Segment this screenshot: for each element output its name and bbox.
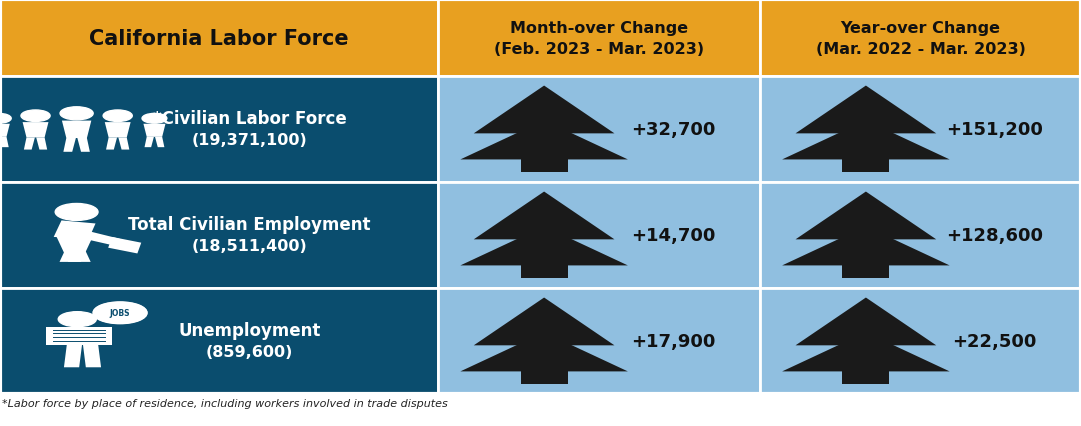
Text: +22,500: +22,500 <box>952 332 1037 350</box>
Polygon shape <box>59 237 93 262</box>
Polygon shape <box>118 138 130 150</box>
Polygon shape <box>461 227 628 266</box>
Polygon shape <box>145 138 154 148</box>
Text: Total Civilian Employment: Total Civilian Employment <box>129 216 371 234</box>
Polygon shape <box>144 124 165 138</box>
Text: +14,700: +14,700 <box>631 227 716 245</box>
Polygon shape <box>783 333 949 371</box>
Text: +32,700: +32,700 <box>631 121 716 139</box>
Polygon shape <box>521 371 568 385</box>
Polygon shape <box>842 160 890 173</box>
Text: (18,511,400): (18,511,400) <box>191 239 307 253</box>
Bar <box>760 183 1081 288</box>
Circle shape <box>0 114 11 124</box>
Bar <box>760 288 1081 394</box>
Polygon shape <box>521 266 568 279</box>
Polygon shape <box>783 227 949 266</box>
Polygon shape <box>64 139 76 153</box>
Bar <box>438 77 760 183</box>
Polygon shape <box>461 333 628 371</box>
Text: JOBS: JOBS <box>110 308 131 317</box>
Polygon shape <box>62 121 91 139</box>
Text: *Civilian Labor Force: *Civilian Labor Force <box>152 110 346 128</box>
Circle shape <box>21 111 50 122</box>
Polygon shape <box>796 298 936 345</box>
Text: (859,600): (859,600) <box>205 344 293 359</box>
Polygon shape <box>78 139 90 153</box>
Text: +128,600: +128,600 <box>946 227 1043 245</box>
Polygon shape <box>23 123 49 138</box>
Circle shape <box>103 111 132 122</box>
Bar <box>760 0 1081 77</box>
Polygon shape <box>461 121 628 160</box>
Bar <box>760 77 1081 183</box>
Circle shape <box>55 204 98 221</box>
Polygon shape <box>24 138 35 150</box>
Polygon shape <box>105 123 131 138</box>
Polygon shape <box>155 138 164 148</box>
Text: California Labor Force: California Labor Force <box>89 29 349 49</box>
Polygon shape <box>0 124 10 138</box>
Text: Month-over Change
(Feb. 2023 - Mar. 2023): Month-over Change (Feb. 2023 - Mar. 2023… <box>494 20 704 56</box>
Polygon shape <box>473 86 614 134</box>
Bar <box>0 0 438 77</box>
Circle shape <box>93 302 147 324</box>
Polygon shape <box>76 230 120 246</box>
Polygon shape <box>83 345 101 367</box>
Text: *Labor force by place of residence, including workers involved in trade disputes: *Labor force by place of residence, incl… <box>2 398 448 408</box>
Polygon shape <box>54 221 95 239</box>
Polygon shape <box>56 237 91 262</box>
Polygon shape <box>45 327 112 345</box>
Text: Unemployment: Unemployment <box>178 322 321 340</box>
Text: (19,371,100): (19,371,100) <box>191 133 307 148</box>
Circle shape <box>61 107 93 121</box>
Bar <box>438 0 760 77</box>
Polygon shape <box>0 138 9 148</box>
Polygon shape <box>63 328 77 343</box>
Polygon shape <box>86 328 99 343</box>
Polygon shape <box>106 138 117 150</box>
Bar <box>0 288 438 394</box>
Polygon shape <box>36 138 48 150</box>
Polygon shape <box>108 237 142 254</box>
Polygon shape <box>473 192 614 240</box>
Polygon shape <box>64 345 82 367</box>
Text: Year-over Change
(Mar. 2022 - Mar. 2023): Year-over Change (Mar. 2022 - Mar. 2023) <box>815 20 1026 56</box>
Polygon shape <box>521 160 568 173</box>
Text: +151,200: +151,200 <box>946 121 1043 139</box>
Circle shape <box>142 114 166 124</box>
Bar <box>0 77 438 183</box>
Bar <box>0 183 438 288</box>
Polygon shape <box>473 298 614 345</box>
Polygon shape <box>842 371 890 385</box>
Polygon shape <box>796 192 936 240</box>
Bar <box>438 288 760 394</box>
Polygon shape <box>842 266 890 279</box>
Polygon shape <box>796 86 936 134</box>
Polygon shape <box>783 121 949 160</box>
Text: +17,900: +17,900 <box>631 332 716 350</box>
Circle shape <box>58 312 96 327</box>
Bar <box>438 183 760 288</box>
